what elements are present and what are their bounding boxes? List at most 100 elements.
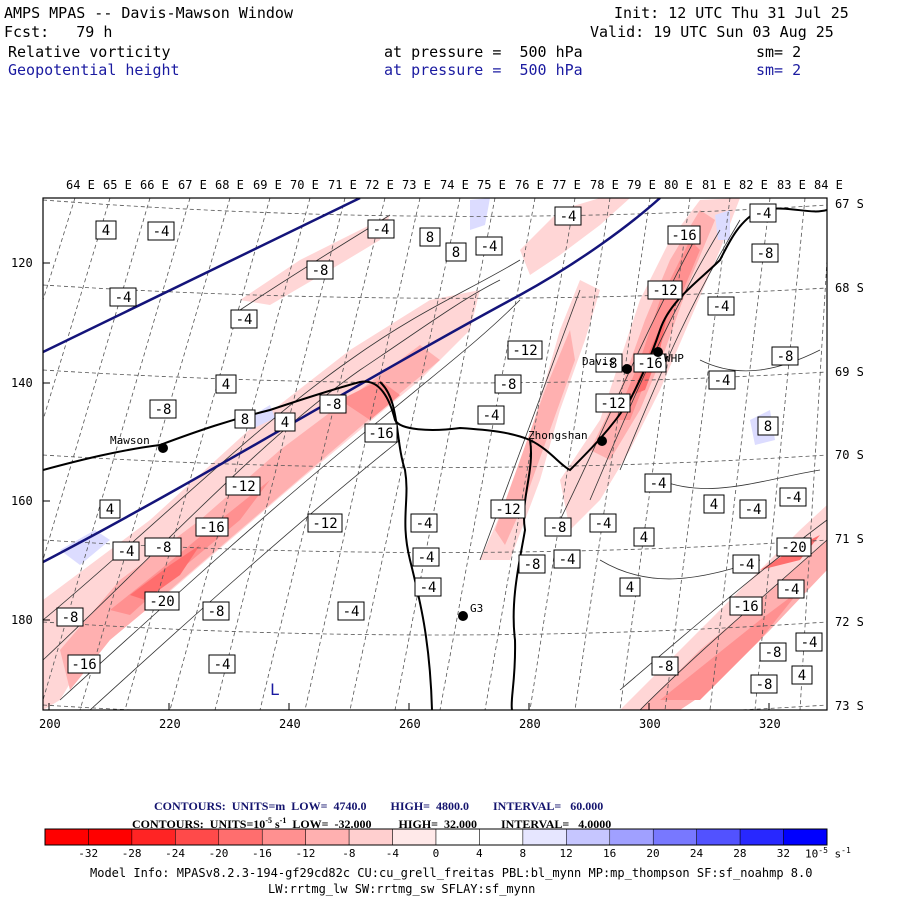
- contour-label-text: 8: [426, 230, 434, 246]
- contour-label-text: -4: [559, 552, 576, 568]
- contour-label: -8: [494, 374, 522, 394]
- contour-label-text: -12: [312, 516, 337, 532]
- contour-label: 4: [703, 494, 725, 514]
- contour-label: 4: [791, 665, 813, 685]
- contour-label: -8: [759, 642, 787, 662]
- contour-label: -4: [475, 236, 503, 256]
- lon-label: 64 E: [66, 178, 95, 192]
- colorbar-tick-label: -8: [342, 847, 356, 860]
- colorbar-tick-label: 8: [519, 847, 527, 860]
- contour-label: 8: [757, 416, 779, 436]
- contour-label: 4: [274, 412, 296, 432]
- contour-label: -8: [144, 537, 182, 557]
- colorbar-cells: [44, 828, 828, 846]
- station-label-g3: G3: [470, 602, 483, 615]
- contour-label-text: -4: [115, 290, 132, 306]
- station-label-zhongshan: Zhongshan: [528, 429, 588, 442]
- contour-label: -8: [750, 674, 778, 694]
- contour-label: -4: [410, 513, 438, 533]
- contour-label-text: -8: [601, 356, 618, 372]
- colorbar-tick-label: -20: [208, 847, 229, 860]
- contour-label: -12: [225, 476, 261, 496]
- lon-label: 65 E: [103, 178, 132, 192]
- contour-label: -16: [667, 225, 701, 245]
- contour-label-text: -4: [785, 490, 802, 506]
- lon-label: 70 E: [290, 178, 319, 192]
- contour-label: -4: [749, 203, 777, 223]
- contour-label: -4: [147, 221, 175, 241]
- lon-label: 74 E: [440, 178, 469, 192]
- colorbar-tick-label: 24: [689, 847, 704, 860]
- contour-label-text: -8: [550, 520, 567, 536]
- model-info-line1: Model Info: MPASv8.2.3-194-gf29cd82c CU:…: [90, 866, 813, 880]
- x-tick-label: 200: [39, 717, 61, 731]
- contour-label-text: 4: [710, 497, 718, 513]
- contour-label: 8: [234, 409, 256, 429]
- height-contour-info: CONTOURS: UNITS=m LOW= 4740.0 HIGH= 4800…: [154, 799, 604, 813]
- contour-label: -8: [544, 517, 572, 537]
- contour-label-text: -8: [312, 263, 329, 279]
- contour-label-text: -16: [71, 657, 96, 673]
- contour-label: 4: [215, 374, 237, 394]
- station-marker-mawson: [158, 443, 168, 453]
- lat-label: 69 S: [835, 365, 864, 379]
- colorbar-tick-label: 12: [559, 847, 573, 860]
- contour-label-text: -4: [481, 239, 498, 255]
- colorbar-cell: [609, 828, 654, 846]
- contour-label-text: 8: [452, 245, 460, 261]
- contour-label-text: -8: [657, 659, 674, 675]
- contour-label-text: -4: [236, 312, 253, 328]
- field1-level: at pressure = 500 hPa: [384, 43, 583, 61]
- contour-label-text: -4: [783, 582, 800, 598]
- colorbar-cell: [218, 828, 263, 846]
- contour-label-text: -4: [214, 657, 231, 673]
- lon-label: 71 E: [328, 178, 357, 192]
- y-tick-label: 180: [11, 613, 33, 627]
- contour-label-text: -8: [777, 349, 794, 365]
- colorbar-tick-label: 28: [733, 847, 747, 860]
- colorbar-tick-label: 4: [476, 847, 483, 860]
- x-tick-label: 240: [279, 717, 301, 731]
- contour-label-text: -12: [600, 396, 625, 412]
- contour-labels: 4 -4 -4 8 -4 -4 -16 -8 -8 -4 -4 -12 -12 …: [56, 203, 823, 699]
- colorbar-cell: [348, 828, 393, 846]
- contour-label-text: -4: [650, 476, 667, 492]
- colorbar-cell: [435, 828, 480, 846]
- contour-label: -4: [477, 405, 505, 425]
- field2-smooth: sm= 2: [756, 61, 802, 79]
- colorbar-tick-label: 20: [646, 847, 660, 860]
- colorbar-unit: 10-5 s-1: [805, 846, 851, 861]
- contour-label-text: -16: [671, 228, 696, 244]
- contour-label-text: -8: [155, 540, 172, 556]
- contour-label-text: -4: [745, 502, 762, 518]
- contour-label-text: -4: [560, 209, 577, 225]
- contour-label: -4: [230, 309, 258, 329]
- contour-label-text: -4: [713, 299, 730, 315]
- contour-label: -16: [67, 654, 101, 674]
- contour-label: -20: [776, 537, 812, 557]
- contour-label: -4: [739, 499, 767, 519]
- contour-label-text: -4: [755, 206, 772, 222]
- contour-label-text: 4: [106, 502, 114, 518]
- contour-label-text: -16: [733, 599, 758, 615]
- contour-label: -4: [367, 219, 395, 239]
- contour-label-text: -4: [801, 635, 818, 651]
- contour-label: -12: [307, 513, 343, 533]
- colorbar-cell: [392, 828, 437, 846]
- init-time: Init: 12 UTC Thu 31 Jul 25: [614, 4, 849, 22]
- contour-label-text: -8: [524, 557, 541, 573]
- station-marker-zhongshan: [597, 436, 607, 446]
- contour-label-text: -8: [757, 246, 774, 262]
- contour-label-text: -4: [483, 408, 500, 424]
- latlon-grid: [43, 198, 827, 710]
- lon-label: 73 E: [402, 178, 431, 192]
- contour-label: -8: [319, 394, 347, 414]
- contour-label-text: 4: [222, 377, 230, 393]
- vorticity-contour-info: CONTOURS: UNITS=10-5 s-1 LOW= -32.000 HI…: [132, 816, 612, 831]
- lon-label: 78 E: [590, 178, 619, 192]
- station-label-whp: WHP: [664, 352, 684, 365]
- contour-label-text: -12: [230, 479, 255, 495]
- colorbar-tick-label: -12: [295, 847, 316, 860]
- contour-label: -12: [595, 393, 631, 413]
- contour-label-text: -4: [595, 516, 612, 532]
